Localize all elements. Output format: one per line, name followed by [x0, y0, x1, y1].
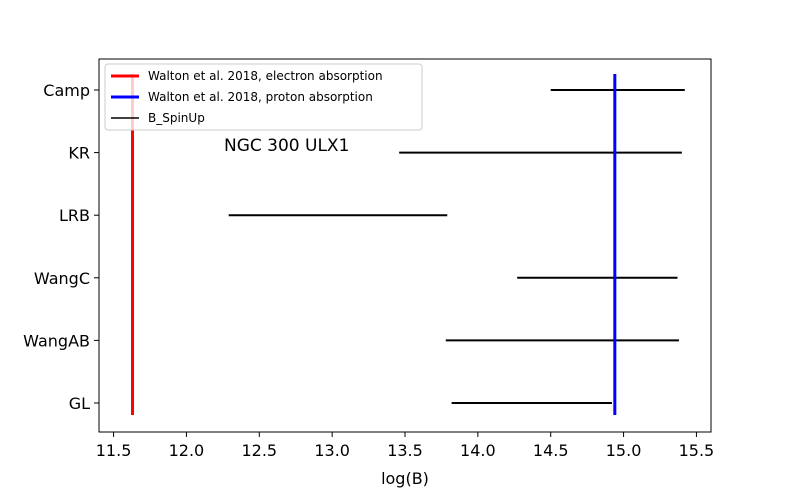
x-axis-ticks: 11.5 12.0 12.5 13.0 13.5 14.0 14.5 15.0 15.5: [96, 432, 714, 460]
y-tick-label: Camp: [43, 81, 90, 100]
y-tick-label: WangAB: [23, 331, 90, 350]
x-tick-label: 12.5: [241, 441, 277, 460]
y-tick-label: WangC: [34, 269, 90, 288]
chart-annotation: NGC 300 ULX1: [224, 136, 349, 156]
y-tick-label: LRB: [59, 206, 90, 225]
x-tick-label: 11.5: [96, 441, 132, 460]
y-tick-label: KR: [68, 144, 90, 163]
legend-entry-spinup-label: B_SpinUp: [148, 111, 205, 125]
legend-entry-electron-label: Walton et al. 2018, electron absorption: [148, 69, 383, 83]
reference-lines-layer: [131, 74, 617, 415]
legend-box: [104, 63, 423, 131]
legend: Walton et al. 2018, electron absorption W…: [104, 63, 423, 131]
x-tick-label: 13.0: [314, 441, 350, 460]
x-tick-label: 15.5: [679, 441, 715, 460]
y-axis-ticks: GL WangAB WangC LRB KR Camp: [23, 81, 99, 413]
legend-entry-proton-label: Walton et al. 2018, proton absorption: [148, 90, 373, 104]
x-tick-label: 15.0: [606, 441, 642, 460]
x-tick-label: 14.0: [460, 441, 496, 460]
x-tick-label: 14.5: [533, 441, 569, 460]
y-tick-label: GL: [69, 394, 90, 413]
x-tick-label: 12.0: [169, 441, 205, 460]
range-bars-layer: [228, 89, 685, 404]
x-tick-label: 13.5: [387, 441, 423, 460]
x-axis-title: log(B): [381, 469, 429, 488]
